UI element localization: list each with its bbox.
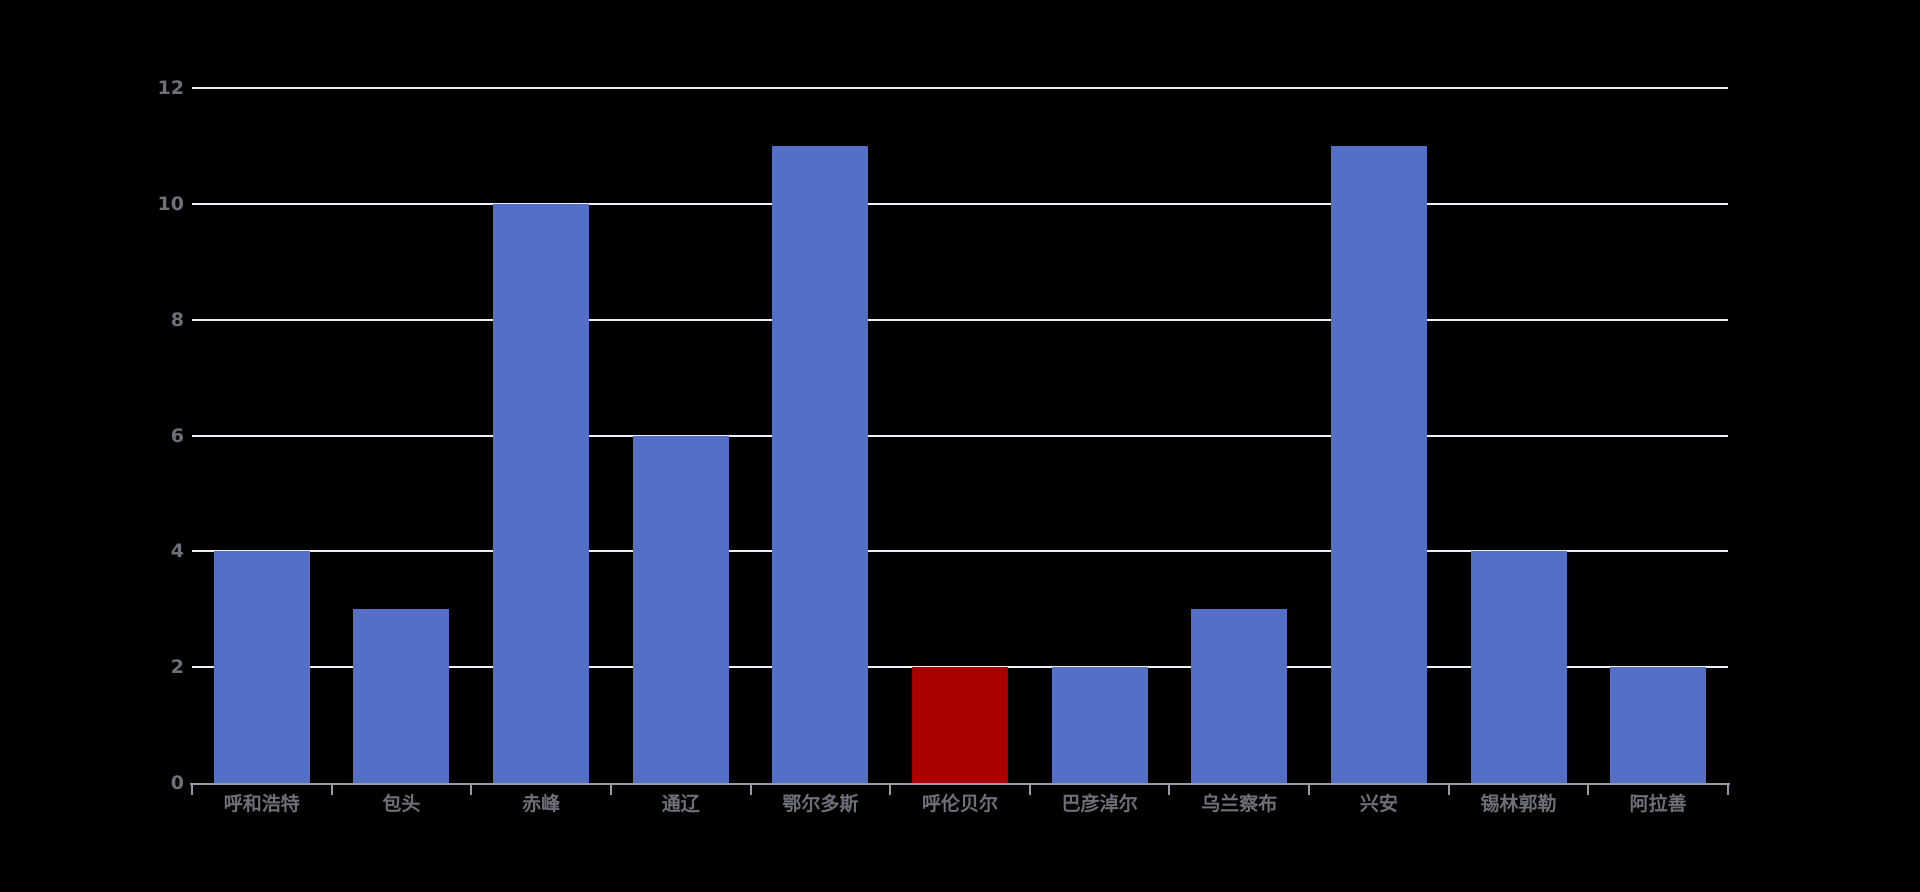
bar-通辽[interactable] bbox=[632, 435, 729, 783]
x-category-label-阿拉善: 阿拉善 bbox=[1629, 793, 1687, 815]
y-tick-label-6: 6 bbox=[170, 424, 184, 447]
x-axis-tick bbox=[1168, 785, 1171, 795]
x-axis-tick bbox=[1308, 785, 1311, 795]
x-category-label-乌兰察布: 乌兰察布 bbox=[1201, 793, 1278, 815]
y-tick-label-8: 8 bbox=[170, 308, 184, 331]
gridline-10 bbox=[192, 202, 1728, 205]
x-axis-line bbox=[190, 783, 1730, 785]
bar-兴安[interactable] bbox=[1330, 145, 1427, 783]
gridline-8 bbox=[192, 318, 1728, 321]
y-tick-label-4: 4 bbox=[170, 540, 184, 563]
x-axis-tick bbox=[749, 785, 752, 795]
bar-赤峰[interactable] bbox=[493, 203, 590, 783]
x-axis-tick bbox=[889, 785, 892, 795]
gridline-4 bbox=[192, 550, 1728, 553]
y-tick-label-12: 12 bbox=[157, 77, 184, 99]
x-category-label-兴安: 兴安 bbox=[1359, 793, 1398, 815]
x-axis-tick bbox=[609, 785, 612, 795]
x-axis-tick bbox=[330, 785, 333, 795]
x-axis-tick bbox=[1587, 785, 1590, 795]
x-axis-tick bbox=[1727, 785, 1729, 795]
gridline-6 bbox=[192, 434, 1728, 437]
bar-鄂尔多斯[interactable] bbox=[772, 145, 869, 783]
x-axis-tick bbox=[1028, 785, 1031, 795]
bar-呼伦贝尔[interactable] bbox=[912, 667, 1008, 783]
x-category-label-呼伦贝尔: 呼伦贝尔 bbox=[921, 793, 998, 815]
x-category-label-巴彦淖尔: 巴彦淖尔 bbox=[1061, 793, 1138, 815]
bar-呼和浩特[interactable] bbox=[213, 551, 310, 783]
bar-乌兰察布[interactable] bbox=[1191, 609, 1288, 783]
bar-包头[interactable] bbox=[353, 609, 450, 783]
x-category-label-赤峰: 赤峰 bbox=[522, 793, 561, 815]
bar-锡林郭勒[interactable] bbox=[1470, 551, 1567, 783]
y-tick-label-10: 10 bbox=[157, 192, 184, 215]
x-category-label-呼和浩特: 呼和浩特 bbox=[223, 793, 300, 815]
gridline-12 bbox=[192, 87, 1728, 89]
y-tick-label-2: 2 bbox=[170, 656, 184, 679]
x-category-label-锡林郭勒: 锡林郭勒 bbox=[1480, 793, 1557, 815]
x-category-label-鄂尔多斯: 鄂尔多斯 bbox=[782, 793, 859, 815]
bar-阿拉善[interactable] bbox=[1610, 667, 1707, 783]
y-tick-label-0: 0 bbox=[170, 772, 184, 794]
x-axis-tick bbox=[191, 785, 193, 795]
x-category-label-包头: 包头 bbox=[382, 793, 421, 815]
x-category-label-通辽: 通辽 bbox=[661, 793, 700, 815]
bar-巴彦淖尔[interactable] bbox=[1051, 667, 1148, 783]
x-axis-tick bbox=[1447, 785, 1450, 795]
x-axis-tick bbox=[470, 785, 473, 795]
